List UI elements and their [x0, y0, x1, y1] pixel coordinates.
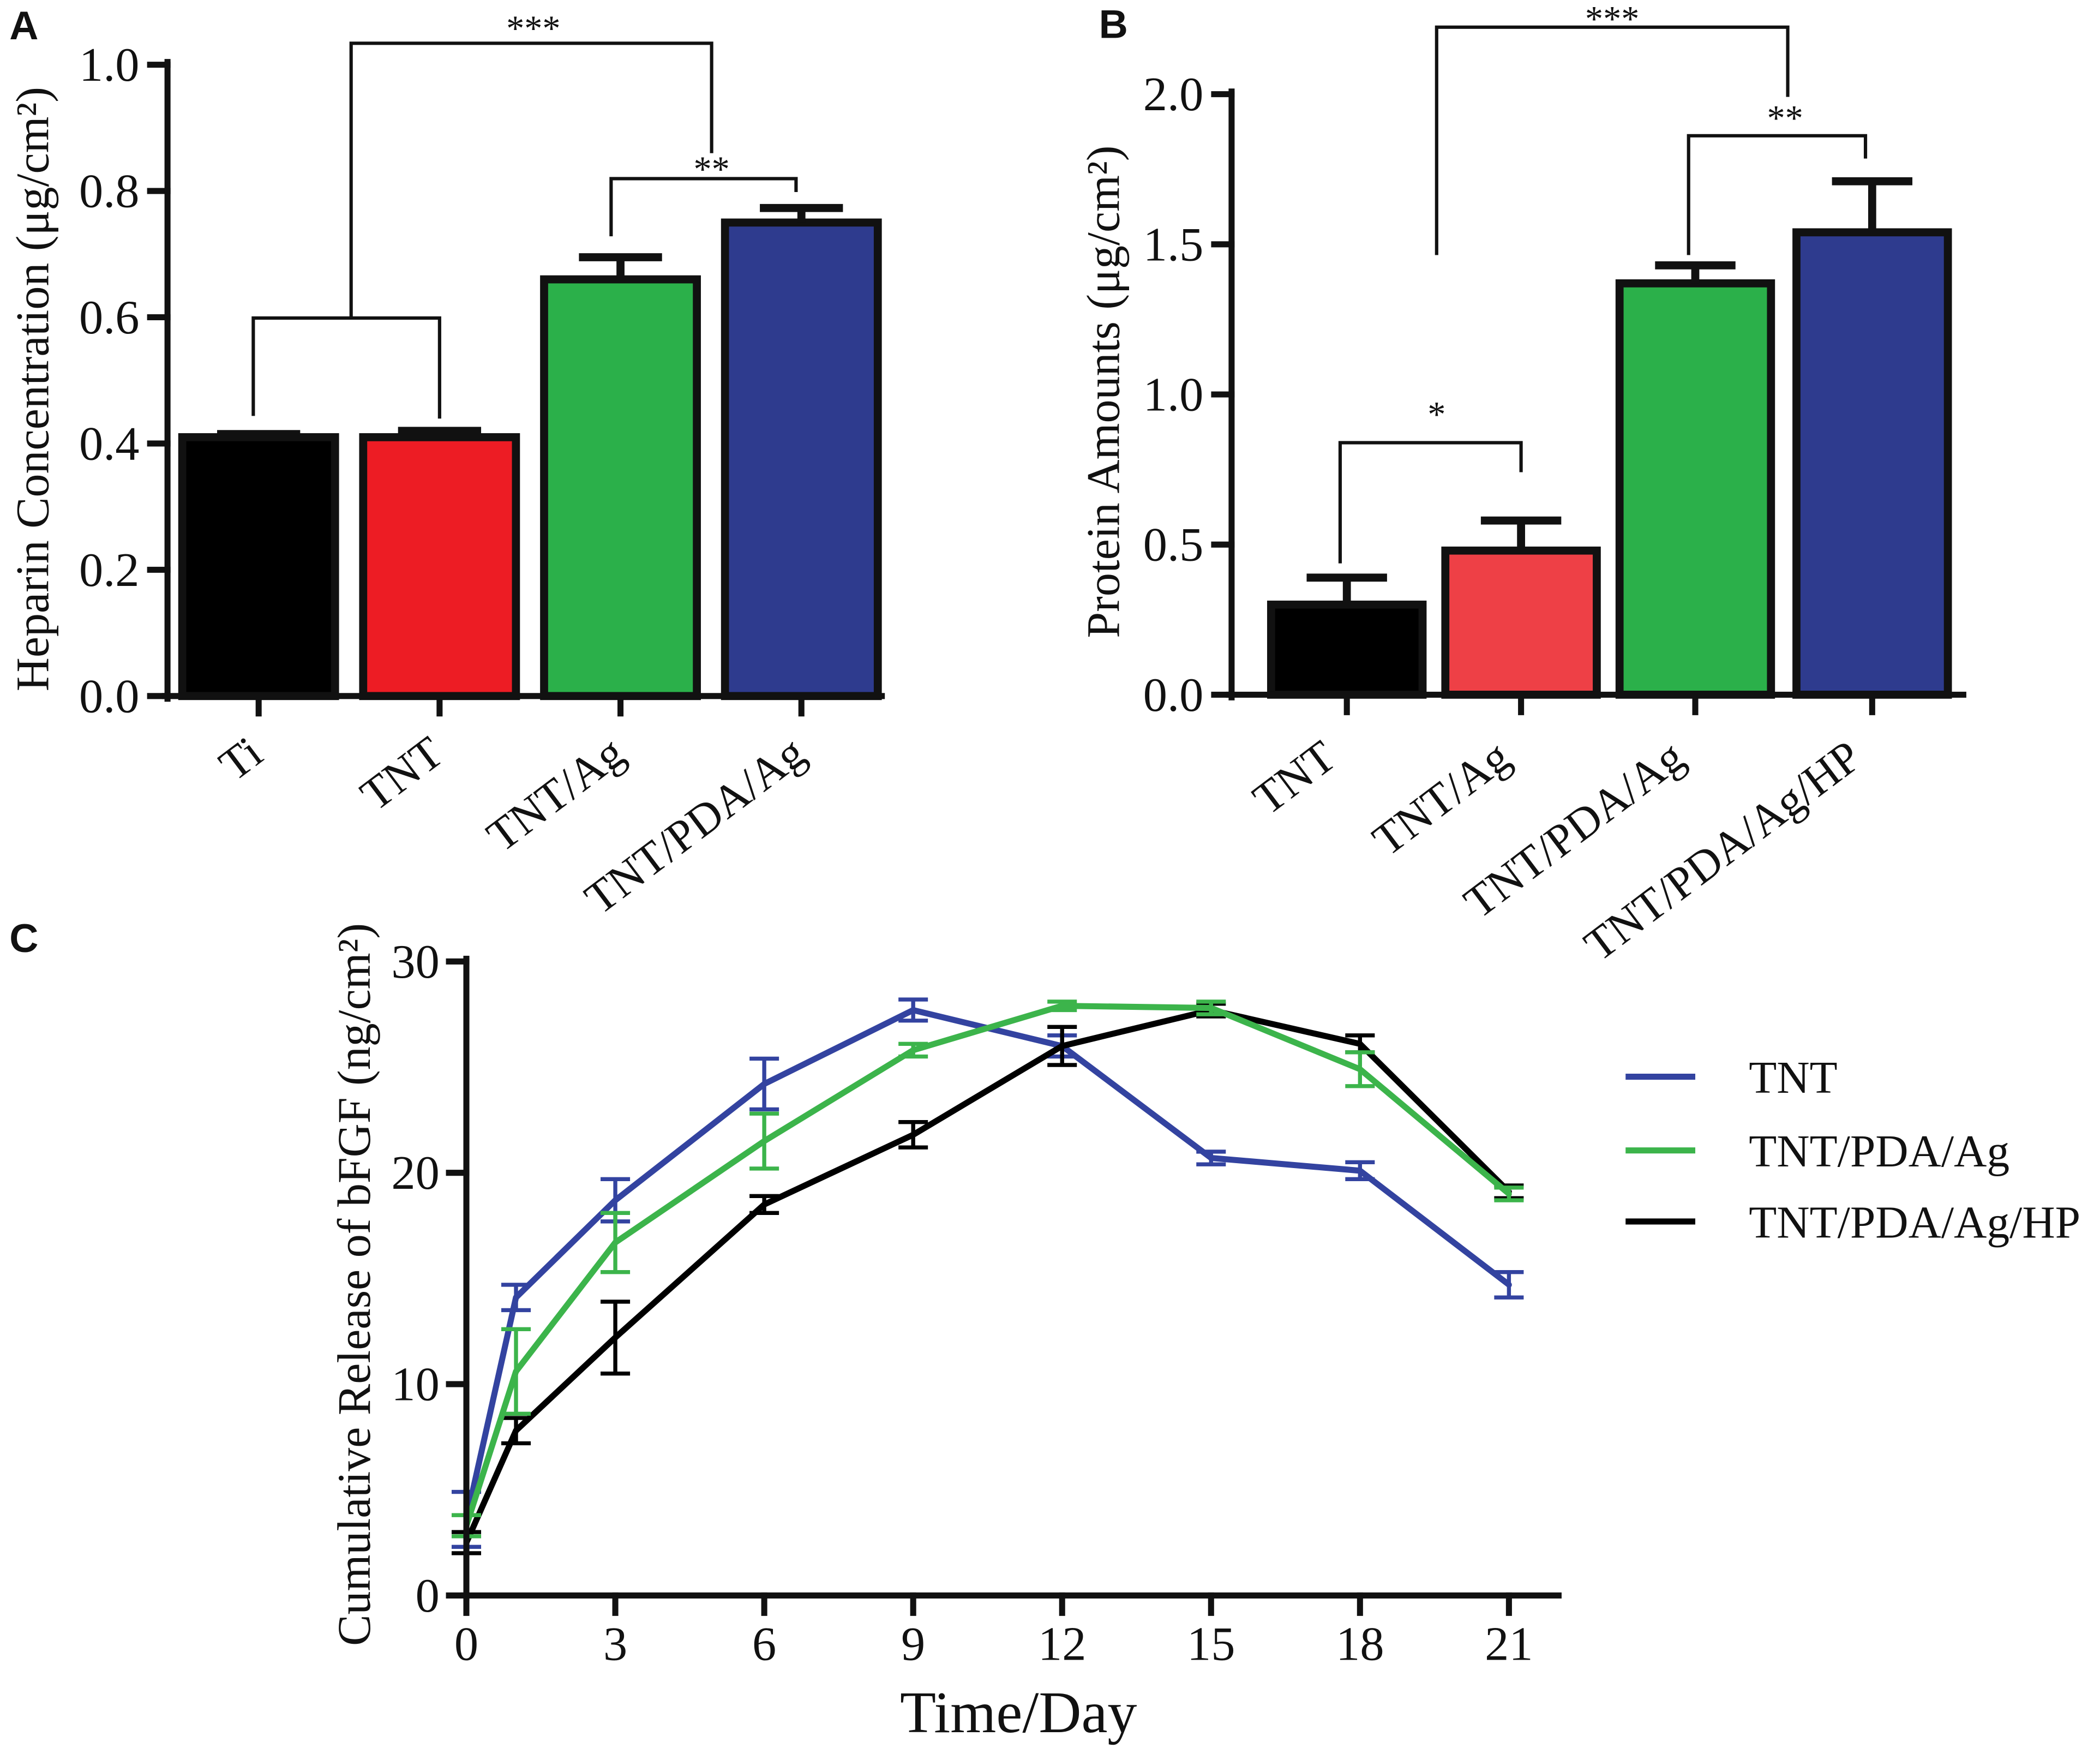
- panel-b-bar-tnt-pda-ag: [1615, 279, 1775, 699]
- panel-b-significance-label-groups: ***: [1585, 0, 1640, 39]
- panel-a-label: A: [9, 3, 38, 48]
- panel-c-y-tick-label-0: 0: [416, 1569, 440, 1623]
- panel-c-y-axis-title: Cumulative Release of bFGF (ng/cm²): [328, 923, 380, 1646]
- panel-b-significance-label-tnt-vs-tntag: *: [1427, 395, 1445, 435]
- panel-a-significance-label-groups: ***: [506, 9, 561, 49]
- data-point-tnt-day-15: [1208, 1155, 1214, 1161]
- panel-a-bar-tnt-ag: [540, 275, 701, 701]
- panel-c-y-tick-label-3: 30: [391, 935, 439, 989]
- data-point-tnt-pda-ag-hp-day-9: [910, 1132, 916, 1138]
- panel-c-x-tick-label-3: 9: [901, 1617, 925, 1671]
- data-point-tnt-pda-ag-day-21: [1505, 1190, 1512, 1197]
- panel-b-y-tick-label-3: 1.5: [1143, 218, 1204, 271]
- panel-b-label: B: [1099, 1, 1128, 46]
- panel-a-bar-ti: [178, 433, 339, 701]
- panel-c-x-tick-label-4: 12: [1038, 1617, 1086, 1671]
- panel-b-significance-label-tntpdaag-vs-hp: **: [1767, 99, 1803, 139]
- data-point-tnt-pda-ag-day-1: [513, 1368, 519, 1375]
- data-point-tnt-day-21: [1505, 1282, 1512, 1288]
- data-point-tnt-pda-ag-hp-day-18: [1357, 1040, 1363, 1047]
- panel-b-y-tick-label-2: 1.0: [1143, 368, 1204, 421]
- panel-c-x-tick-label-6: 18: [1336, 1617, 1384, 1671]
- panel-c-x-tick-label-1: 3: [603, 1617, 627, 1671]
- panel-a-significance-bracket-tntag-vs-tntpdaag: [609, 177, 798, 237]
- panel-c-x-axis-title: Time/Day: [900, 1680, 1137, 1745]
- data-point-tnt-day-1: [513, 1294, 519, 1301]
- panel-c-x-tick-label-0: 0: [454, 1617, 478, 1671]
- panel-b-bar-tnt: [1267, 600, 1427, 699]
- panel-c-label: C: [9, 915, 38, 961]
- panel-b-significance-bracket-tntpdaag-vs-hp: [1687, 134, 1868, 255]
- data-point-tnt-pda-ag-day-18: [1357, 1066, 1363, 1073]
- panel-c-y-tick-label-1: 10: [391, 1358, 439, 1411]
- data-point-tnt-pda-ag-day-9: [910, 1047, 916, 1053]
- data-point-tnt-pda-ag-day-15: [1208, 1005, 1214, 1011]
- panel-c: C Cumulative Release of bFGF (ng/cm²) Ti…: [9, 915, 2080, 1745]
- panel-b-bar-tnt-ag: [1441, 546, 1601, 699]
- data-point-tnt-pda-ag-day-12: [1059, 1003, 1065, 1009]
- data-point-tnt-pda-ag-hp-day-3: [612, 1334, 619, 1341]
- panel-c-x-tick-label-5: 15: [1187, 1617, 1235, 1671]
- data-point-tnt-day-3: [612, 1197, 619, 1204]
- data-point-tnt-pda-ag-day-3: [612, 1240, 619, 1246]
- data-point-tnt-pda-ag-hp-day-12: [1059, 1043, 1065, 1049]
- data-point-tnt-day-18: [1357, 1168, 1363, 1174]
- panel-c-x-tick-label-7: 21: [1485, 1617, 1533, 1671]
- panel-a-y-tick-label-2: 0.4: [79, 417, 140, 470]
- data-point-tnt-pda-ag-hp-day-6: [761, 1201, 767, 1208]
- panel-a-bar-tnt: [359, 433, 520, 701]
- panel-b-y-tick-label-1: 0.5: [1143, 518, 1204, 572]
- panel-c-y-tick-label-2: 20: [391, 1146, 439, 1200]
- panel-a-y-tick-label-1: 0.2: [79, 543, 140, 597]
- panel-a-y-tick-label-5: 1.0: [79, 38, 140, 92]
- panel-b-significance-bracket-groups: [1435, 25, 1790, 255]
- data-point-tnt-pda-ag-day-6: [761, 1138, 767, 1144]
- panel-b-y-tick-label-0: 0.0: [1143, 668, 1204, 722]
- legend-label-tnt-pda-ag-hp: TNT/PDA/Ag/HP: [1749, 1198, 2080, 1248]
- panel-a-bar-tnt-pda-ag: [721, 218, 882, 701]
- panel-b-y-tick-label-4: 2.0: [1143, 68, 1204, 121]
- panel-a-significance-label-tntag-vs-tntpdaag: **: [693, 149, 729, 189]
- panel-c-plot-area: 0 3 6 9 12 15 18 21 0 10 20 30: [391, 935, 1562, 1671]
- panel-c-legend: TNT TNT/PDA/Ag TNT/PDA/Ag/HP: [1625, 1053, 2080, 1248]
- legend-label-tnt-pda-ag: TNT/PDA/Ag: [1749, 1127, 2009, 1177]
- panel-a-y-tick-label-0: 0.0: [79, 669, 140, 723]
- panel-a-significance-bracket-groups: [349, 41, 713, 318]
- data-point-tnt-pda-ag-hp-day-1: [513, 1427, 519, 1434]
- legend-label-tnt: TNT: [1749, 1053, 1837, 1103]
- panel-b-bar-tnt-pda-ag-hp: [1792, 228, 1952, 699]
- panel-a-y-axis-title: Heparin Concentration (μg/cm²): [6, 87, 58, 691]
- data-point-tnt-day-9: [910, 1007, 916, 1013]
- panel-c-x-tick-label-2: 6: [752, 1617, 776, 1671]
- panel-a-y-tick-label-3: 0.6: [79, 291, 140, 344]
- data-point-tnt-day-6: [761, 1081, 767, 1087]
- panel-a-y-tick-label-4: 0.8: [79, 165, 140, 218]
- panel-a-group-bracket-ti-tnt: [251, 316, 441, 419]
- panel-b-significance-bracket-tnt-vs-tntag: [1338, 441, 1523, 564]
- panel-b-y-axis-title: Protein Amounts (μg/cm²): [1077, 146, 1130, 638]
